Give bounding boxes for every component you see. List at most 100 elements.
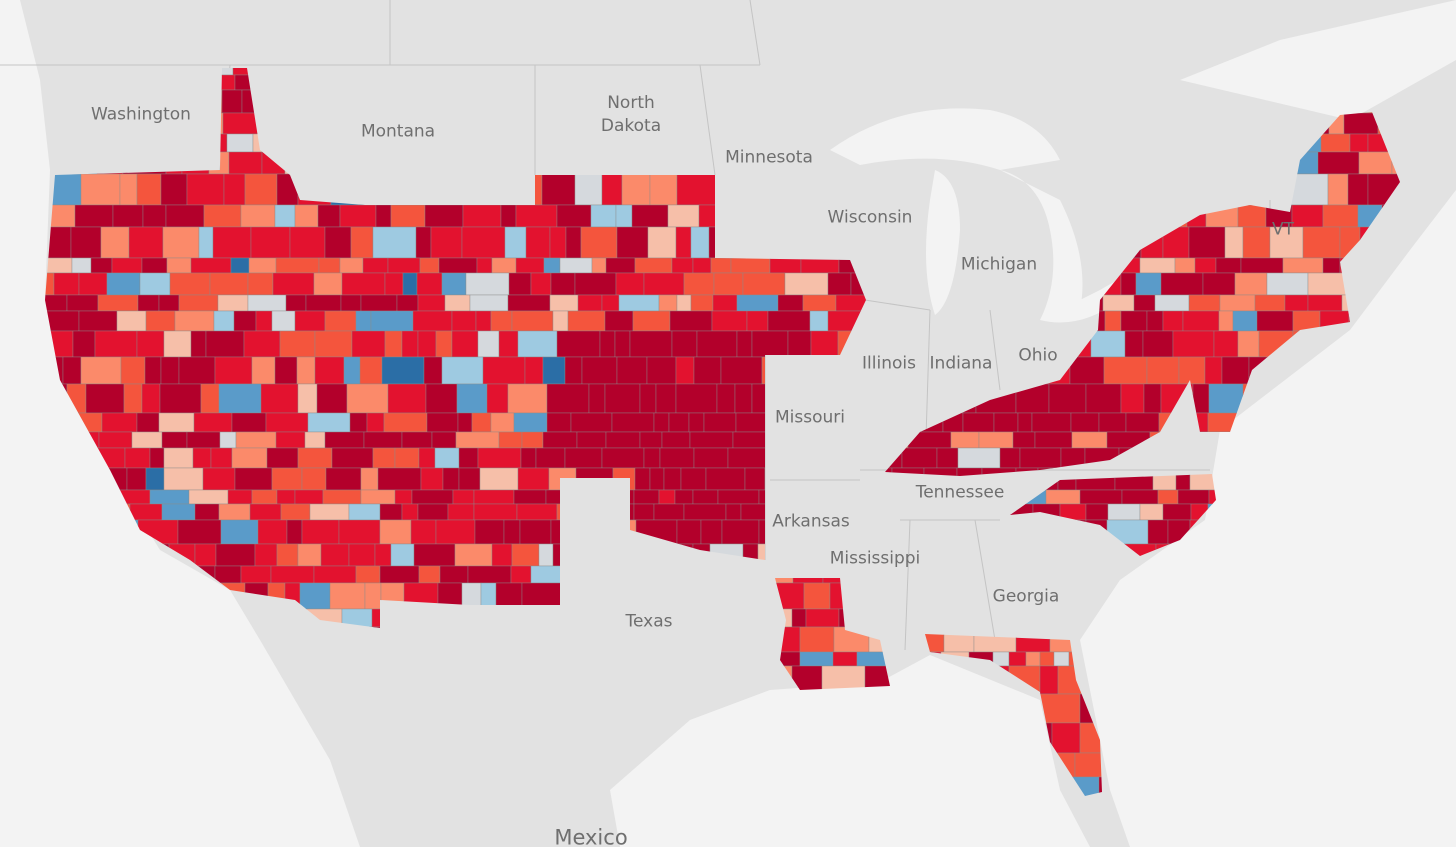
county [735,412,767,433]
county [461,226,506,259]
county [556,204,592,228]
county [247,294,287,312]
county [936,447,959,469]
county [674,489,694,505]
county [235,431,277,449]
county [401,431,433,449]
county [655,383,677,414]
county [1045,489,1081,505]
county [901,447,938,469]
county [1104,310,1122,332]
county [542,356,566,385]
county [213,310,235,332]
county [70,226,102,259]
county [1204,356,1223,385]
county [615,204,633,228]
county [331,447,374,469]
county [442,467,460,491]
county [676,173,718,206]
county [340,294,362,312]
county [507,383,548,414]
county [1188,226,1226,259]
county [1347,173,1369,206]
county [307,412,351,433]
county [1120,272,1137,296]
county [234,467,273,491]
county [203,204,242,228]
county [452,489,475,505]
county [78,272,108,296]
county [249,503,282,521]
county [1146,310,1164,332]
county [228,151,263,175]
county [271,310,296,332]
county [309,503,350,521]
county [120,356,146,385]
county [520,447,537,469]
county [297,383,318,414]
county [524,356,544,385]
county [240,565,272,584]
county [601,294,620,312]
county [1177,489,1210,505]
atlantic-ocean [1080,190,1456,847]
county [299,582,331,610]
county [160,356,180,385]
county [471,412,492,433]
county [318,257,341,274]
county [74,204,114,228]
county [111,257,143,274]
county [671,257,694,274]
county [734,383,753,414]
county [136,173,162,206]
county [1125,412,1160,433]
county [265,412,309,433]
county [438,257,478,274]
state-label: Illinois [862,353,916,374]
county [1213,330,1239,358]
county [543,257,561,274]
county [950,431,980,449]
county [349,412,368,433]
county [646,356,677,385]
county [803,582,831,610]
county [700,519,723,545]
county [384,272,404,296]
county [746,310,769,332]
county [419,257,440,274]
county [675,356,695,385]
county [633,489,660,505]
county [1034,431,1073,449]
county [426,412,459,433]
county [599,330,616,358]
county [100,226,130,259]
county [577,294,603,312]
county [418,447,436,469]
county [149,447,165,469]
county [305,294,342,312]
county [313,565,357,584]
county [713,272,744,296]
county [517,330,558,358]
county [360,489,396,505]
county [192,447,212,469]
county [507,294,551,312]
county [653,412,670,433]
county [190,257,232,274]
county [639,383,657,414]
county [379,565,420,584]
county [604,383,641,414]
county [1069,356,1105,385]
county [435,519,476,545]
county [1224,226,1244,259]
county [90,257,113,274]
county [710,257,732,274]
county [805,608,840,628]
county [1098,412,1127,433]
county [711,310,748,332]
county [174,310,215,332]
county [668,412,690,433]
county [810,330,839,358]
county [1322,204,1359,228]
